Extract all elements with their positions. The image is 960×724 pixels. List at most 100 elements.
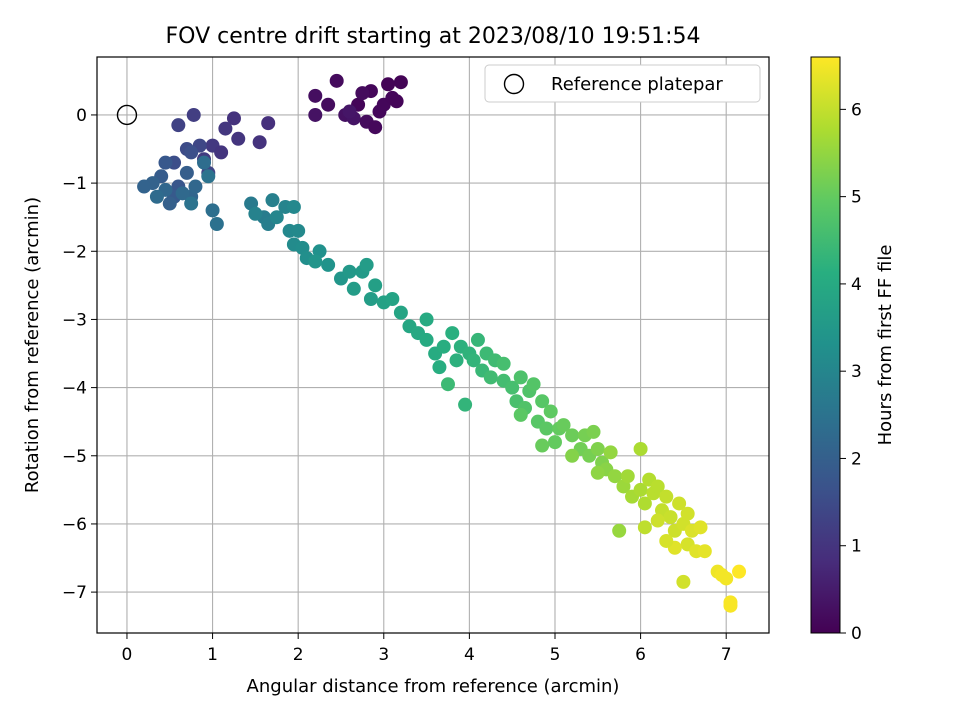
data-point [218,121,233,136]
data-point [676,574,691,589]
data-point [419,332,434,347]
data-point [265,193,280,208]
y-axis-ticks: 0 −1 −2 −3 −4 −5 −6 −7 [62,106,97,603]
data-point [269,210,284,225]
x-tick-label: 4 [464,645,475,665]
y-tick-label: −7 [62,583,87,603]
plot-frame [96,56,770,634]
data-point [513,370,528,385]
legend: Reference platepar [484,64,761,103]
data-point [184,196,199,211]
y-tick-label: −3 [62,310,87,330]
data-point [719,571,734,586]
data-point [188,179,203,194]
data-point [483,370,498,385]
data-point [308,107,323,122]
data-point [637,496,652,511]
data-point [440,377,455,392]
chart-title: FOV centre drift starting at 2023/08/10 … [166,24,701,49]
colorbar-tick-label: 3 [851,362,862,382]
data-point [672,496,687,511]
data-point [620,469,635,484]
data-point [355,86,370,101]
y-tick-label: 0 [76,106,87,126]
data-point [680,506,695,521]
colorbar-label: Hours from first FF file [875,245,896,446]
data-point [535,394,550,409]
data-point [252,135,267,150]
y-tick-label: −5 [62,447,87,467]
data-point [539,421,554,436]
data-point [535,438,550,453]
data-point [612,523,627,538]
legend-marker-icon [503,73,525,95]
colorbar-tick-label: 1 [851,537,862,557]
data-point [308,254,323,269]
data-point [342,264,357,279]
data-point [261,116,276,131]
data-point [590,465,605,480]
data-point [436,339,451,354]
data-point [137,179,152,194]
data-point [231,131,246,146]
data-point [732,564,747,579]
data-point [186,107,201,122]
y-tick-label: −6 [62,515,87,535]
colorbar-ticks: 0 1 2 3 4 5 6 [840,100,862,644]
x-tick-label: 3 [378,645,389,665]
data-point [201,169,216,184]
data-point [205,203,220,218]
data-point [286,199,301,214]
data-point [659,533,674,548]
data-point [209,217,224,232]
legend-box [484,64,761,103]
data-point [526,377,541,392]
data-point [449,353,464,368]
data-point [342,104,357,119]
data-point [385,291,400,306]
data-point [659,489,674,504]
data-point [543,404,558,419]
x-tick-label: 6 [635,645,646,665]
data-point [308,88,323,103]
x-tick-label: 5 [550,645,561,665]
data-point [723,598,738,613]
legend-label: Reference platepar [551,74,723,95]
data-point [368,120,383,135]
data-point [693,520,708,535]
data-point [393,75,408,90]
data-point [432,360,447,375]
data-point [389,94,404,109]
data-point [496,356,511,371]
x-axis-label: Angular distance from reference (arcmin) [247,676,620,697]
data-point [697,544,712,559]
x-tick-label: 2 [293,645,304,665]
data-point [393,305,408,320]
x-tick-label: 7 [721,645,732,665]
colorbar-tick-label: 0 [851,624,862,644]
data-point [458,397,473,412]
colorbar-gradient [810,56,841,634]
data-point [368,278,383,293]
colorbar: 0 1 2 3 4 5 6 Hours from first FF file [810,56,896,644]
reference-point-marker [116,104,138,126]
data-point [633,441,648,456]
x-axis-ticks: 0 1 2 3 4 5 6 7 [122,633,732,665]
data-point [565,448,580,463]
data-point [637,520,652,535]
data-point [346,281,361,296]
data-point [650,513,665,528]
data-point [590,441,605,456]
data-point [248,206,263,221]
data-point [321,257,336,272]
data-point [633,482,648,497]
y-tick-label: −2 [62,242,87,262]
data-point [650,479,665,494]
data-point [547,435,562,450]
data-point [162,196,177,211]
data-point [466,353,481,368]
data-point [607,469,622,484]
x-tick-label: 0 [122,645,133,665]
data-point [171,118,186,133]
